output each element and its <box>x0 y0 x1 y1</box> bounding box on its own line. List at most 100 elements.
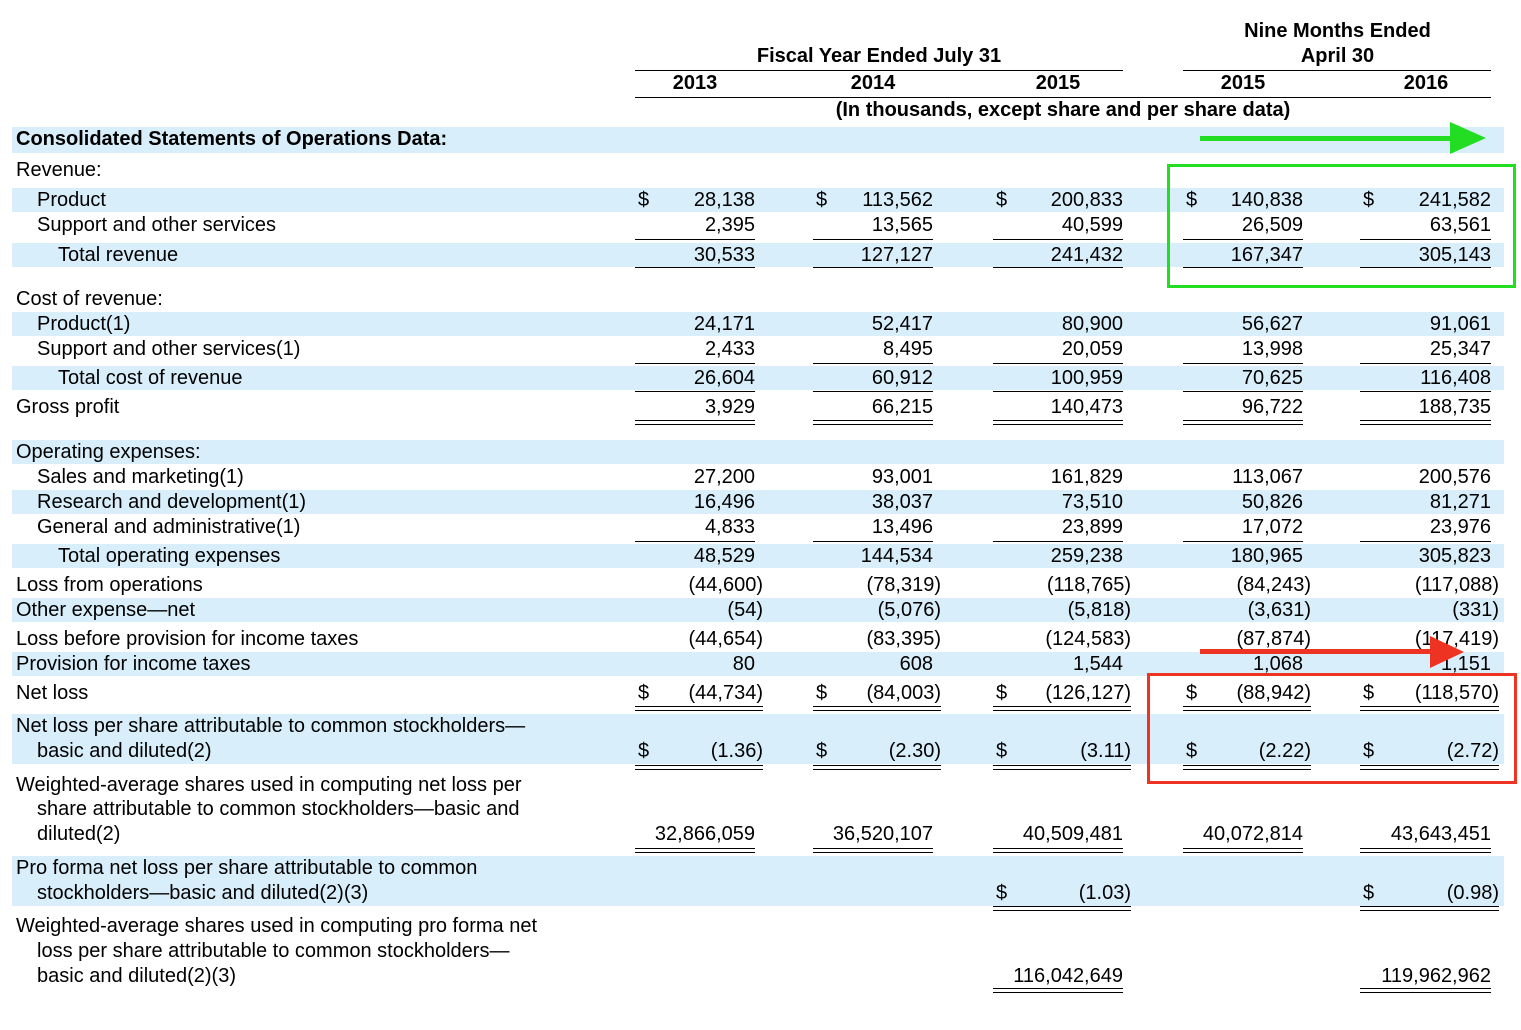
row-band <box>12 366 1504 390</box>
underline-rule <box>993 363 1123 364</box>
double-underline-rule <box>635 420 755 425</box>
value-cell: 140,473 <box>1050 396 1123 418</box>
value-cell: 30,533 <box>693 244 755 266</box>
row-band <box>12 243 1504 267</box>
nine-months-header-line2: April 30 <box>1300 45 1375 67</box>
value-cell: 23,899 <box>1061 516 1123 538</box>
value-cell: 116,408 <box>1420 367 1491 389</box>
row-band <box>12 714 1504 764</box>
green-arrow-shaft <box>1200 136 1460 141</box>
double-underline-rule <box>1360 906 1499 911</box>
underline-rule <box>813 541 933 542</box>
value-cell: (1.36) <box>710 740 763 762</box>
double-underline-rule <box>1360 848 1491 853</box>
header-rule <box>635 70 1123 71</box>
red-arrow-shaft <box>1200 649 1440 654</box>
value-cell: 25,347 <box>1429 338 1491 360</box>
double-underline-rule <box>1360 988 1491 993</box>
row-label: stockholders—basic and diluted(2)(3) <box>37 882 369 904</box>
double-underline-rule <box>993 988 1123 993</box>
row-label: General and administrative(1) <box>37 516 301 538</box>
row-label: Product(1) <box>37 313 131 335</box>
dollar-sign: $ <box>1186 740 1198 762</box>
row-label: Research and development(1) <box>37 491 307 513</box>
underline-rule <box>1360 363 1491 364</box>
dollar-sign: $ <box>1186 189 1198 211</box>
row-label: Weighted-average shares used in computin… <box>16 915 538 937</box>
underline-rule <box>1360 391 1491 392</box>
row-label: diluted(2) <box>37 823 121 845</box>
dollar-sign: $ <box>638 740 650 762</box>
dollar-sign: $ <box>996 189 1008 211</box>
value-cell: 73,510 <box>1061 491 1123 513</box>
value-cell: 48,529 <box>693 545 755 567</box>
underline-rule <box>635 239 755 240</box>
value-cell: (3.11) <box>1080 740 1131 762</box>
value-cell: 127,127 <box>860 244 933 266</box>
value-cell: (118,570) <box>1414 682 1499 704</box>
row-label: Operating expenses: <box>16 441 201 463</box>
value-cell: 40,072,814 <box>1202 823 1303 845</box>
column-header: 2015 <box>1220 72 1266 94</box>
double-underline-rule <box>993 420 1123 425</box>
row-label: Product <box>37 189 106 211</box>
value-cell: 32,866,059 <box>654 823 755 845</box>
value-cell: 20,059 <box>1061 338 1123 360</box>
double-underline-rule <box>1183 848 1303 853</box>
value-cell: (84,243) <box>1236 574 1312 596</box>
dollar-sign: $ <box>996 882 1008 904</box>
row-label: Loss from operations <box>16 574 203 596</box>
nine-months-header-line1: Nine Months Ended <box>1244 20 1431 42</box>
row-label: Net loss per share attributable to commo… <box>16 715 526 737</box>
value-cell: 200,576 <box>1418 466 1491 488</box>
value-cell: (118,765) <box>1046 574 1131 596</box>
value-cell: 93,001 <box>871 466 933 488</box>
dollar-sign: $ <box>1363 740 1375 762</box>
value-cell: 188,735 <box>1418 396 1491 418</box>
value-cell: 241,432 <box>1050 244 1123 266</box>
double-underline-rule <box>1183 765 1311 770</box>
value-cell: 26,509 <box>1241 214 1303 236</box>
value-cell: 23,976 <box>1429 516 1491 538</box>
value-cell: 91,061 <box>1429 313 1491 335</box>
value-cell: 119,962,962 <box>1381 965 1491 987</box>
value-cell: 13,565 <box>871 214 933 236</box>
underline-rule <box>813 267 933 268</box>
row-label: Support and other services <box>37 214 277 236</box>
column-header: 2014 <box>850 72 896 94</box>
double-underline-rule <box>813 765 941 770</box>
double-underline-rule <box>1183 706 1311 711</box>
underline-rule <box>993 541 1123 542</box>
column-header: 2016 <box>1403 72 1449 94</box>
value-cell: 100,959 <box>1050 367 1123 389</box>
value-cell: (44,600) <box>688 574 764 596</box>
double-underline-rule <box>813 706 941 711</box>
dollar-sign: $ <box>996 740 1008 762</box>
row-band <box>12 652 1504 676</box>
row-band <box>12 598 1504 622</box>
value-cell: (124,583) <box>1045 628 1131 650</box>
row-label: Other expense—net <box>16 599 195 621</box>
underline-rule <box>635 391 755 392</box>
dollar-sign: $ <box>816 682 828 704</box>
row-label: Support and other services(1) <box>37 338 301 360</box>
double-underline-rule <box>993 906 1131 911</box>
value-cell: 36,520,107 <box>832 823 933 845</box>
row-label: Sales and marketing(1) <box>37 466 244 488</box>
value-cell: 305,143 <box>1418 244 1491 266</box>
dollar-sign: $ <box>1186 682 1198 704</box>
row-band <box>12 440 1504 464</box>
row-label: Pro forma net loss per share attributabl… <box>16 857 478 879</box>
value-cell: (88,942) <box>1236 682 1312 704</box>
green-arrow-icon <box>1450 122 1486 154</box>
column-header: 2015 <box>1035 72 1081 94</box>
value-cell: 16,496 <box>693 491 755 513</box>
value-cell: 200,833 <box>1050 189 1123 211</box>
row-label: basic and diluted(2)(3) <box>37 965 236 987</box>
value-cell: 80,900 <box>1061 313 1123 335</box>
value-cell: (2.22) <box>1258 740 1311 762</box>
header-rule <box>1183 70 1491 71</box>
double-underline-rule <box>1183 420 1303 425</box>
double-underline-rule <box>813 420 933 425</box>
dollar-sign: $ <box>638 682 650 704</box>
